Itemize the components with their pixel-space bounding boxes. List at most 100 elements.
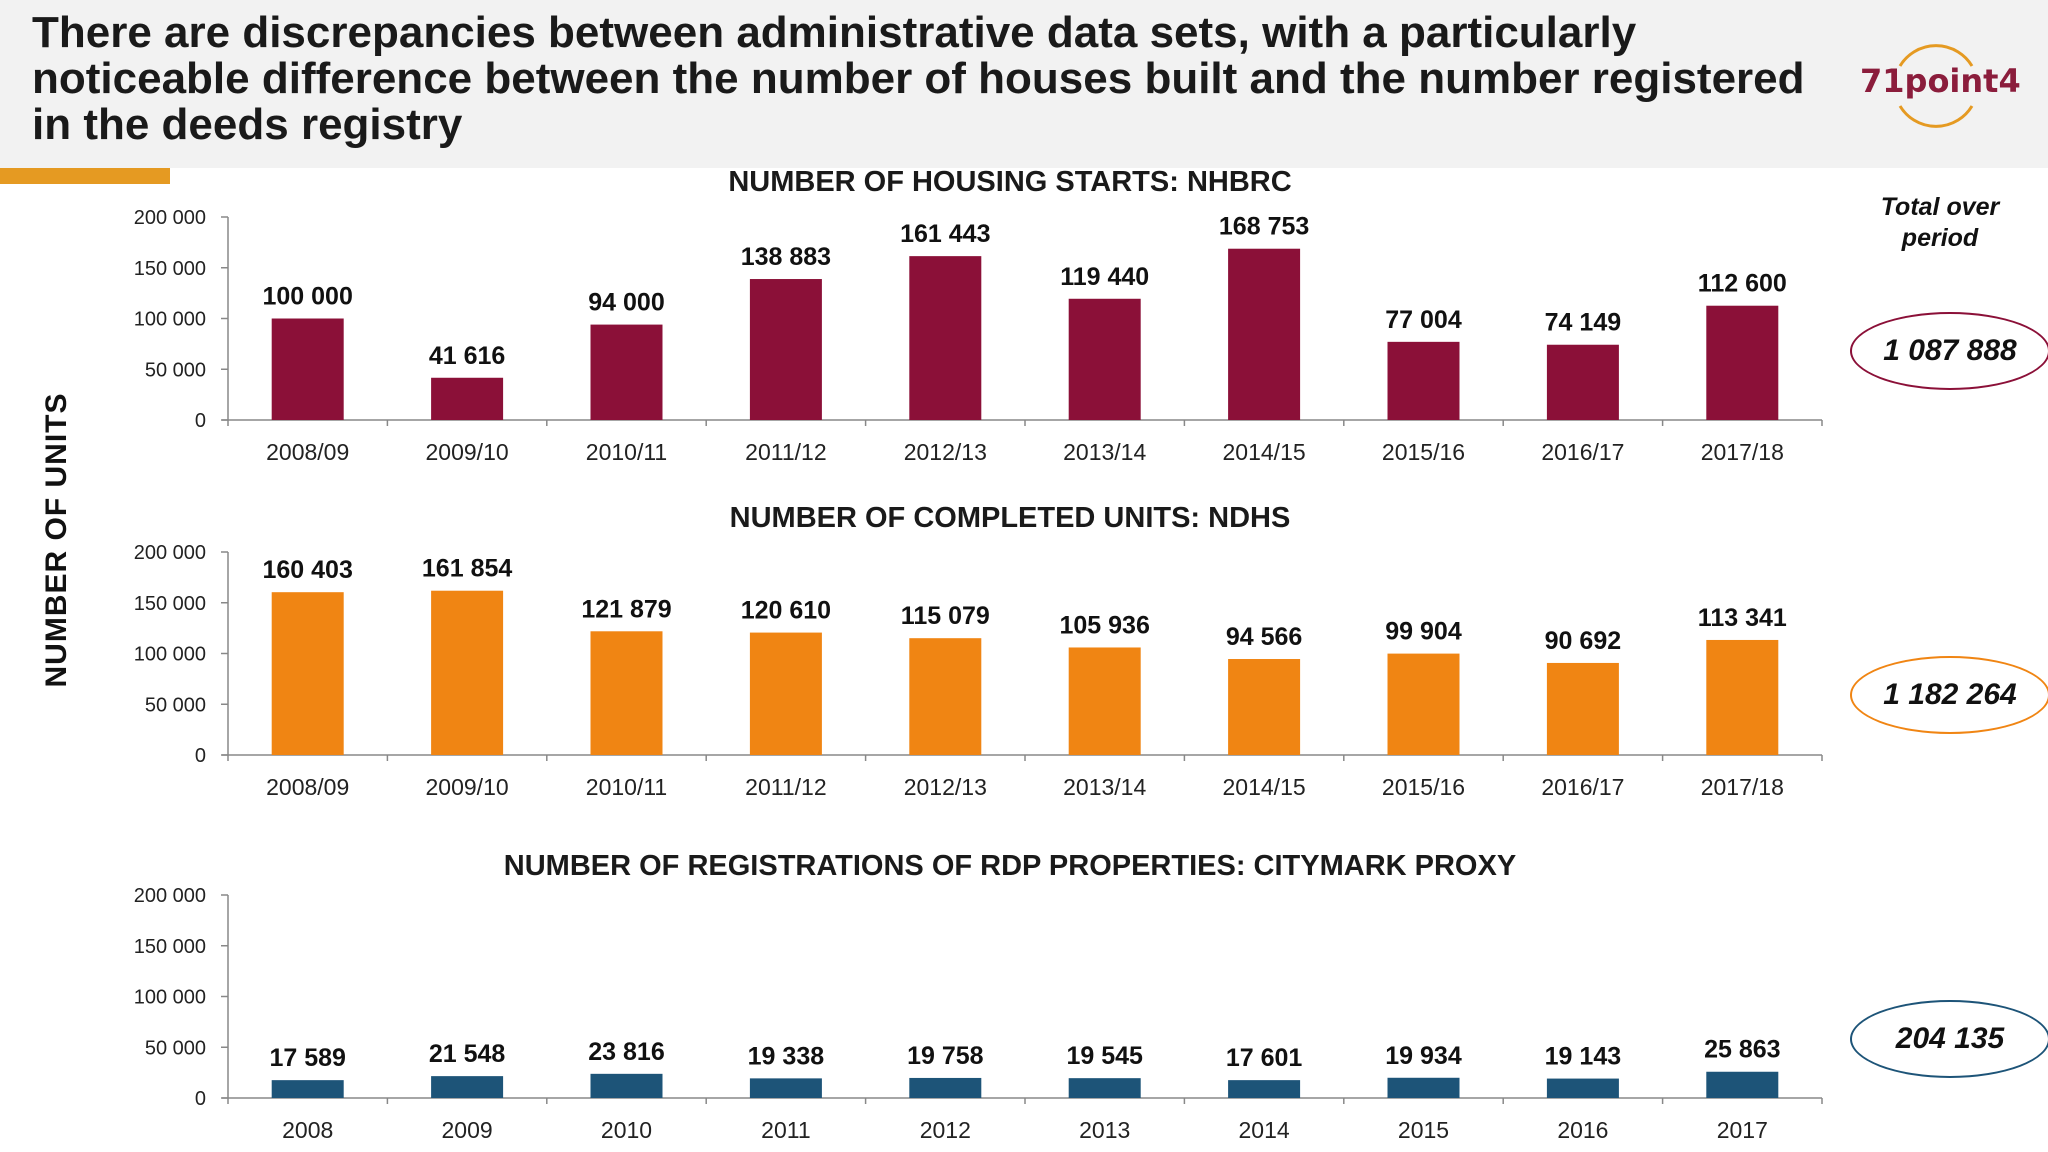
bar [590,1073,663,1098]
chart-title-housing-starts: NUMBER OF HOUSING STARTS: NHBRC [728,166,1292,198]
data-label: 99 904 [1385,618,1462,646]
category-label: 2014 [1239,1117,1290,1143]
bar [431,590,504,755]
bar [1387,653,1460,755]
data-label: 19 934 [1385,1042,1462,1070]
y-tick-label: 200 000 [134,207,206,229]
category-label: 2017 [1717,1117,1768,1143]
bar [271,1080,344,1098]
bar [749,632,822,755]
bar [1068,298,1141,420]
category-label: 2015 [1398,1117,1449,1143]
y-tick-label: 150 000 [134,936,206,958]
data-label: 74 149 [1545,309,1621,337]
category-label: 2011/12 [745,774,826,800]
data-label: 94 566 [1226,623,1302,651]
data-label: 23 816 [588,1038,664,1066]
data-label: 41 616 [429,342,505,370]
data-label: 112 600 [1698,270,1787,298]
data-label: 19 545 [1066,1042,1143,1070]
brand-logo: 71point4 [1860,44,2021,134]
y-tick-label: 100 000 [134,309,206,331]
category-label: 2010/11 [586,774,667,800]
data-label: 138 883 [741,243,831,271]
logo-arc-icon [1898,44,1974,128]
bar [1706,639,1779,755]
category-label: 2008 [282,1117,333,1143]
category-label: 2011 [761,1117,810,1143]
category-label: 2013/14 [1063,774,1146,800]
data-label: 94 000 [588,289,664,317]
category-label: 2017/18 [1701,439,1784,465]
bar [1068,647,1141,755]
y-tick-label: 100 000 [134,987,206,1009]
y-tick-label: 0 [195,1088,206,1110]
bar [1546,1078,1619,1098]
category-label: 2012 [920,1117,971,1143]
category-label: 2015/16 [1382,439,1465,465]
total-registrations: 204 135 [1850,1000,2048,1078]
data-label: 120 610 [741,597,831,625]
y-tick-label: 200 000 [134,542,206,564]
y-tick-label: 50 000 [145,359,206,381]
category-label: 2011/12 [745,439,826,465]
data-label: 19 338 [748,1042,825,1070]
y-tick-label: 150 000 [134,258,206,280]
logo-text: 71point4 [1860,62,2021,100]
category-label: 2014/15 [1223,774,1306,800]
bar [1228,248,1301,420]
bar [909,256,982,420]
category-label: 2016/17 [1541,439,1624,465]
bar [749,1078,822,1098]
category-label: 2009/10 [426,439,509,465]
category-label: 2017/18 [1701,774,1784,800]
chart-title-registrations: NUMBER OF REGISTRATIONS OF RDP PROPERTIE… [503,850,1517,882]
category-label: 2014/15 [1223,439,1306,465]
category-label: 2012/13 [904,774,987,800]
data-label: 90 692 [1545,627,1621,655]
data-label: 160 403 [263,556,353,584]
chart-registrations: 0 50 000 100 000 150 000 200 000 17 589 2008 21… [134,885,1823,1143]
bar [271,318,344,420]
bar [431,377,504,420]
header-band: There are discrepancies between administ… [0,0,2048,168]
bar [431,1076,504,1098]
data-label: 77 004 [1385,306,1462,334]
data-label: 115 079 [901,602,990,630]
bar [590,631,663,755]
category-label: 2010/11 [586,439,667,465]
data-label: 168 753 [1219,213,1309,241]
chart-completed-units: 0 50 000 100 000 150 000 200 000 160 403 2008/… [134,542,1823,800]
category-label: 2009 [442,1117,493,1143]
bar [909,638,982,755]
category-label: 2013/14 [1063,439,1146,465]
chart-title-completed-units: NUMBER OF COMPLETED UNITS: NDHS [729,502,1291,534]
bar [1546,662,1619,755]
bar [1546,344,1619,420]
y-tick-label: 100 000 [134,644,206,666]
bar [1706,1071,1779,1098]
totals-heading: Total over period [1880,193,2000,252]
bar [909,1077,982,1098]
total-housing-starts: 1 087 888 [1850,312,2048,390]
data-label: 19 143 [1545,1043,1621,1071]
bar [1228,659,1301,755]
y-tick-label: 200 000 [134,885,206,907]
y-tick-label: 50 000 [145,1037,206,1059]
category-label: 2008/09 [266,774,349,800]
data-label: 21 548 [429,1040,506,1068]
data-label: 119 440 [1060,263,1149,291]
data-label: 161 443 [900,220,990,248]
bar [1387,1077,1460,1098]
y-tick-label: 50 000 [145,694,206,716]
y-tick-label: 0 [195,410,206,432]
data-label: 161 854 [422,555,512,583]
data-label: 25 863 [1704,1036,1780,1064]
category-label: 2008/09 [266,439,349,465]
category-label: 2010 [601,1117,652,1143]
accent-bar [0,168,170,184]
data-label: 17 589 [269,1044,345,1072]
category-label: 2013 [1079,1117,1130,1143]
data-label: 113 341 [1698,604,1787,632]
category-label: 2015/16 [1382,774,1465,800]
